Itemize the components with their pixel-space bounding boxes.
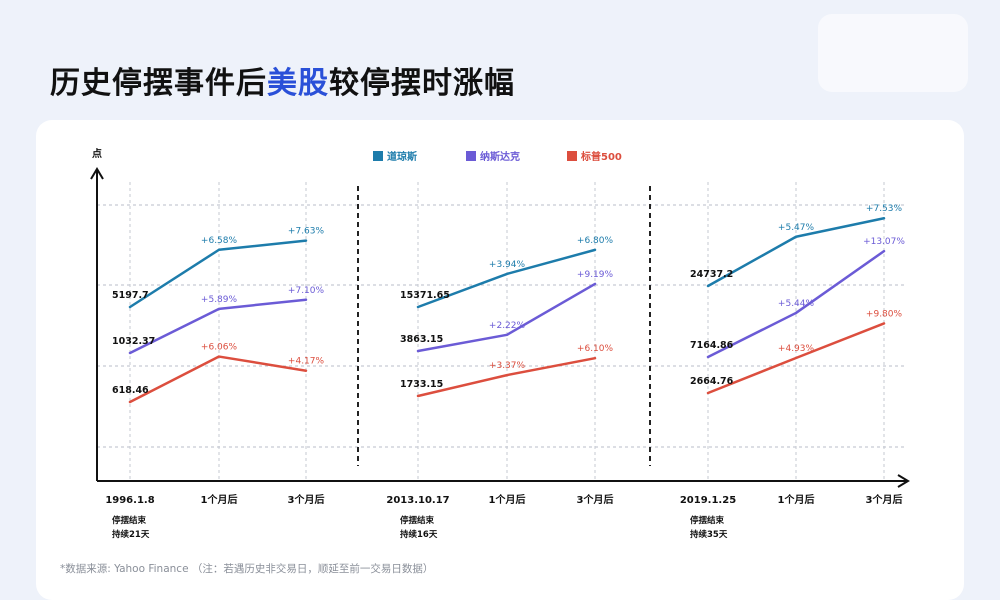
change-label-nasdaq-panel-2-1: +13.07% [863, 237, 905, 247]
start-value-dow-panel-1: 15371.65 [400, 290, 450, 301]
legend-swatch-dow [373, 151, 383, 161]
change-label-dow-panel-0-0: +6.58% [201, 236, 238, 246]
decorative-panel [818, 14, 968, 92]
change-label-nasdaq-panel-0-0: +5.89% [201, 295, 238, 305]
x-tick-label-panel-1-1: 1个月后 [489, 493, 526, 506]
start-value-nasdaq-panel-2: 7164.86 [690, 340, 734, 351]
title-suffix: 较停摆时涨幅 [329, 66, 515, 101]
data-source-footnote: *数据来源: Yahoo Finance （注：若遇历史非交易日，顺延至前一交易… [60, 563, 434, 575]
change-label-dow-panel-1-0: +3.94% [489, 260, 526, 270]
start-value-nasdaq-panel-1: 3863.15 [400, 334, 443, 345]
change-label-nasdaq-panel-0-1: +7.10% [288, 286, 325, 296]
change-label-sp500-panel-1-1: +6.10% [577, 344, 614, 354]
change-label-dow-panel-1-1: +6.80% [577, 236, 614, 246]
change-label-dow-panel-0-1: +7.63% [288, 227, 325, 237]
title-highlight: 美股 [267, 66, 329, 101]
title-prefix: 历史停摆事件后 [50, 66, 267, 101]
change-label-nasdaq-panel-1-0: +2.22% [489, 321, 526, 331]
x-tick-label-panel-2-0: 2019.1.25 [680, 495, 736, 506]
y-axis-arrow [90, 167, 104, 180]
legend-swatch-nasdaq [466, 151, 476, 161]
series-line-sp500-panel-2 [706, 322, 886, 395]
x-tick-label-panel-0-0: 1996.1.8 [105, 495, 154, 506]
series-line-sp500-panel-0 [128, 355, 308, 404]
x-tick-label-panel-0-1: 1个月后 [201, 493, 238, 506]
series-line-sp500-panel-1 [416, 356, 597, 398]
change-label-nasdaq-panel-1-1: +9.19% [577, 270, 614, 280]
legend-label-sp500: 标普500 [580, 150, 622, 163]
x-tick-label-panel-2-2: 3个月后 [866, 493, 903, 506]
series-line-dow-panel-1 [416, 248, 597, 309]
series-line-nasdaq-panel-0 [128, 298, 308, 355]
change-label-dow-panel-2-0: +5.47% [778, 223, 815, 233]
legend-label-nasdaq: 纳斯达克 [480, 150, 520, 163]
change-label-sp500-panel-0-0: +6.06% [201, 343, 238, 353]
panel-note-line1-1: 停摆结束 [400, 515, 435, 526]
chart-card [36, 120, 964, 600]
change-label-sp500-panel-2-0: +4.93% [778, 344, 815, 354]
x-tick-label-panel-0-2: 3个月后 [288, 493, 325, 506]
x-tick-label-panel-1-0: 2013.10.17 [386, 495, 449, 506]
x-tick-label-panel-1-2: 3个月后 [577, 493, 614, 506]
page-title: 历史停摆事件后美股较停摆时涨幅 [50, 58, 515, 102]
panel-note-line2-1: 持续16天 [400, 529, 438, 540]
change-label-nasdaq-panel-2-0: +5.44% [778, 299, 815, 309]
x-axis-arrow [897, 474, 910, 488]
series-line-dow-panel-0 [128, 239, 308, 309]
change-label-sp500-panel-2-1: +9.80% [866, 309, 903, 319]
start-value-sp500-panel-1: 1733.15 [400, 379, 443, 390]
x-tick-label-panel-2-1: 1个月后 [778, 493, 815, 506]
start-value-dow-panel-2: 24737.2 [690, 269, 733, 280]
change-label-dow-panel-2-1: +7.53% [866, 204, 903, 214]
panel-note-line2-2: 持续35天 [690, 529, 728, 540]
series-line-nasdaq-panel-1 [416, 282, 597, 353]
start-value-sp500-panel-2: 2664.76 [690, 376, 734, 387]
panel-note-line2-0: 持续21天 [112, 529, 150, 540]
legend-label-dow: 道琼斯 [387, 150, 417, 163]
legend-swatch-sp500 [567, 151, 577, 161]
start-value-sp500-panel-0: 618.46 [112, 385, 149, 396]
series-line-dow-panel-2 [706, 216, 886, 288]
series-line-nasdaq-panel-2 [706, 249, 886, 359]
change-label-sp500-panel-1-0: +3.37% [489, 361, 526, 371]
start-value-dow-panel-0: 5197.7 [112, 290, 149, 301]
y-axis-label: 点 [92, 147, 102, 160]
start-value-nasdaq-panel-0: 1032.37 [112, 336, 155, 347]
panel-note-line1-2: 停摆结束 [690, 515, 725, 526]
change-label-sp500-panel-0-1: +4.17% [288, 357, 325, 367]
panel-note-line1-0: 停摆结束 [112, 515, 147, 526]
